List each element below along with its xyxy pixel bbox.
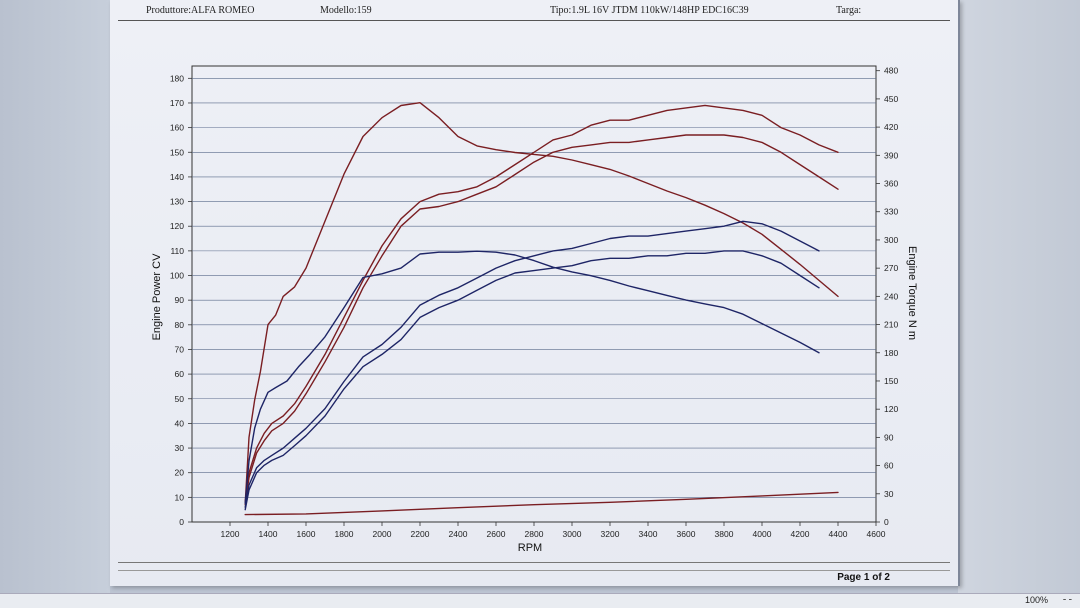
y-right-tick-label: 360 [884, 179, 898, 189]
y-tick-label: 140 [170, 172, 184, 182]
monitor-bezel-right [958, 0, 1080, 608]
x-tick-label: 4600 [867, 529, 886, 539]
x-tick-label: 1200 [221, 529, 240, 539]
y-right-tick-label: 300 [884, 235, 898, 245]
y-axis-label-left: Engine Power CV [151, 253, 163, 340]
type-label: Tipo:1.9L 16V JTDM 110kW/148HP EDC16C39 [550, 5, 749, 16]
model-label: Modello:159 [320, 5, 372, 16]
y-right-tick-label: 0 [884, 517, 889, 527]
page-number: Page 1 of 2 [837, 572, 890, 583]
y-tick-label: 90 [175, 295, 185, 305]
monitor-bezel-left [0, 0, 110, 608]
y-right-tick-label: 150 [884, 376, 898, 386]
y-tick-label: 0 [179, 517, 184, 527]
series-line-2 [244, 104, 839, 503]
y-right-tick-label: 240 [884, 291, 898, 301]
x-tick-label: 3200 [601, 529, 620, 539]
x-tick-label: 2600 [487, 529, 506, 539]
y-tick-label: 60 [175, 369, 185, 379]
y-right-tick-label: 30 [884, 489, 894, 499]
y-tick-label: 130 [170, 197, 184, 207]
series-line-1 [244, 101, 839, 504]
y-tick-label: 150 [170, 147, 184, 157]
x-tick-label: 3600 [677, 529, 696, 539]
zoom-slider[interactable]: - - [1062, 594, 1072, 605]
y-tick-label: 30 [175, 443, 185, 453]
x-tick-label: 4400 [829, 529, 848, 539]
series-line-5 [244, 220, 820, 508]
y-tick-label: 20 [175, 468, 185, 478]
y-tick-label: 120 [170, 221, 184, 231]
y-right-tick-label: 330 [884, 207, 898, 217]
x-axis-label: RPM [518, 542, 542, 554]
y-tick-label: 110 [170, 246, 184, 256]
y-axis-label-right: Engine Torque N m [906, 246, 918, 340]
x-tick-label: 1600 [297, 529, 316, 539]
y-tick-label: 70 [175, 344, 185, 354]
footer-divider [118, 562, 950, 563]
y-tick-label: 10 [175, 492, 185, 502]
x-tick-label: 1800 [335, 529, 354, 539]
y-tick-label: 180 [170, 73, 184, 83]
series-line-4 [244, 250, 820, 504]
header-divider [118, 20, 950, 21]
plot-area-frame [191, 65, 877, 523]
x-tick-label: 3000 [563, 529, 582, 539]
series-line-7 [244, 491, 839, 516]
y-right-tick-label: 210 [884, 320, 898, 330]
x-tick-label: 2400 [449, 529, 468, 539]
footer-divider-secondary [118, 570, 950, 571]
x-tick-label: 1400 [259, 529, 278, 539]
y-tick-label: 50 [175, 394, 185, 404]
x-tick-label: 3800 [715, 529, 734, 539]
y-right-tick-label: 420 [884, 122, 898, 132]
x-tick-label: 4000 [753, 529, 772, 539]
x-tick-label: 4200 [791, 529, 810, 539]
y-tick-label: 170 [170, 98, 184, 108]
y-right-tick-label: 180 [884, 348, 898, 358]
y-right-tick-label: 120 [884, 404, 898, 414]
y-tick-label: 100 [170, 271, 184, 281]
y-right-tick-label: 450 [884, 94, 898, 104]
y-right-tick-label: 270 [884, 263, 898, 273]
series-line-6 [244, 250, 820, 511]
y-tick-label: 40 [175, 418, 185, 428]
series-line-3 [244, 134, 839, 506]
x-tick-label: 2800 [525, 529, 544, 539]
y-right-tick-label: 60 [884, 461, 894, 471]
zoom-level[interactable]: 100% [1024, 595, 1048, 605]
producer-label: Produttore:ALFA ROMEO [146, 5, 255, 16]
x-tick-label: 2000 [373, 529, 392, 539]
x-tick-label: 2200 [411, 529, 430, 539]
report-page: Produttore:ALFA ROMEO Modello:159 Tipo:1… [110, 0, 960, 586]
status-bar: 100% - - [0, 593, 1080, 608]
y-right-tick-label: 480 [884, 66, 898, 76]
x-tick-label: 3400 [639, 529, 658, 539]
y-right-tick-label: 90 [884, 432, 894, 442]
y-tick-label: 80 [175, 320, 185, 330]
plate-label: Targa: [836, 5, 862, 16]
y-right-tick-label: 390 [884, 150, 898, 160]
y-tick-label: 160 [170, 123, 184, 133]
